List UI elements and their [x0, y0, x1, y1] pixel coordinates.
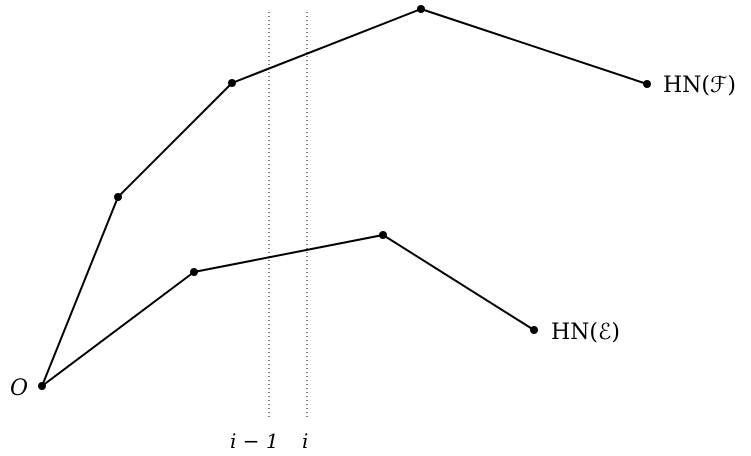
origin-point — [38, 382, 46, 390]
polygon-hn-f — [41, 5, 651, 387]
polygon-hn-f-vertex — [114, 193, 122, 201]
polygon-hn-e-vertex — [530, 326, 538, 334]
guide-label-i: i — [302, 429, 308, 453]
origin-label: O — [10, 376, 28, 401]
polygon-hn-f-vertex — [417, 5, 425, 13]
polygon-hn-e — [41, 231, 538, 387]
polygon-hn-f-vertex — [643, 80, 651, 88]
polygon-hn-f-vertex — [228, 79, 236, 87]
polygon-hn-e-path — [41, 234, 535, 387]
polygon-hn-e-label: HN(ℰ) — [551, 320, 620, 345]
polygon-hn-f-label: HN(ℱ) — [663, 73, 736, 98]
guide-label-i-minus-1: i − 1 — [230, 429, 279, 453]
polygon-hn-e-vertex — [190, 268, 198, 276]
polygon-hn-e-vertex — [379, 231, 387, 239]
